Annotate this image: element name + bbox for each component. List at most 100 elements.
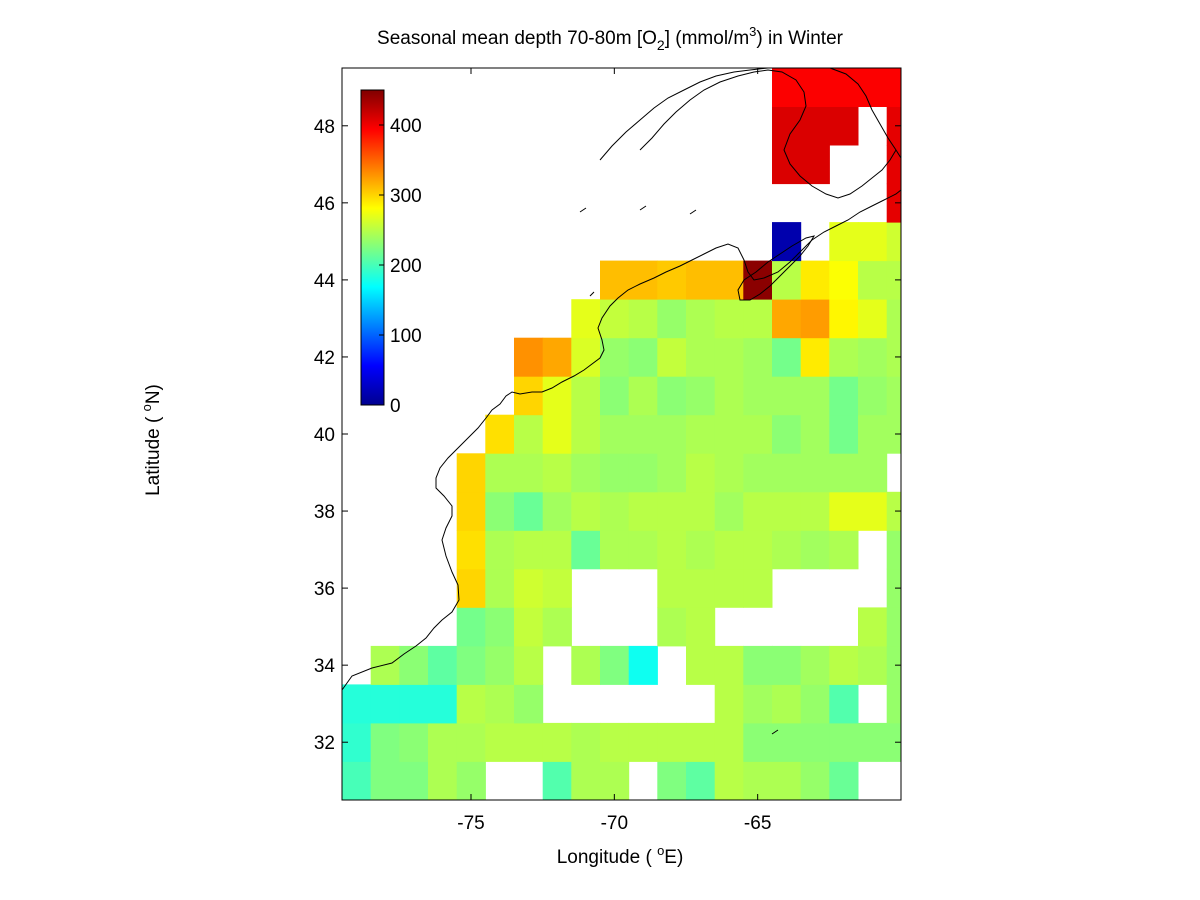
heatmap-cell [714,761,744,801]
heatmap-cell [714,722,744,762]
heatmap-cell [600,260,630,300]
heatmap-cell [456,684,486,724]
heatmap-cell [542,337,572,377]
heatmap-cell [485,722,515,762]
heatmap-cell [800,491,830,531]
heatmap-cell [485,645,515,685]
heatmap-cell [514,376,544,416]
heatmap-cell [886,684,902,724]
heatmap-cell [772,453,802,493]
heatmap-cell [542,722,572,762]
heatmap-cell [485,491,515,531]
heatmap-cell [600,414,630,454]
heatmap-cell [800,376,830,416]
heatmap-cell [399,684,429,724]
heatmap-cell [829,260,859,300]
heatmap-cell [829,761,859,801]
heatmap-cell [657,530,687,570]
heatmap-cell [829,68,859,107]
heatmap-cell [886,145,902,185]
heatmap-cell [542,491,572,531]
heatmap-cell [428,645,458,685]
heatmap-cell [514,568,544,608]
heatmap-cell [542,414,572,454]
heatmap-cell [800,684,830,724]
heatmap-cell [743,722,773,762]
heatmap-cell [514,684,544,724]
heatmap-cell [772,145,802,185]
heatmap-cell [628,722,658,762]
heatmap-cell [858,414,888,454]
heatmap-cell [657,453,687,493]
heatmap-cell [686,530,716,570]
heatmap-cell [858,376,888,416]
heatmap-cell [858,607,888,647]
y-tick-label: 44 [314,271,336,292]
heatmap-cell [772,68,802,107]
heatmap-cell [743,491,773,531]
heatmap-cell [714,337,744,377]
heatmap-cell [772,414,802,454]
heatmap-cell [714,376,744,416]
heatmap-cell [886,414,902,454]
heatmap-cell [571,453,601,493]
heatmap-cell [571,722,601,762]
heatmap-cell [886,645,902,685]
x-tick-label: -75 [457,813,484,834]
heatmap-cell [886,376,902,416]
heatmap-cell [571,530,601,570]
colorbar-ticks: 0 100 200 300 400 [379,116,422,417]
heatmap-cell [571,376,601,416]
heatmap-cell [657,260,687,300]
heatmap-cell [485,414,515,454]
coastline-islands [579,205,779,735]
heatmap-cell [886,106,902,146]
heatmap-cell [628,299,658,339]
y-tick-label: 42 [314,348,335,369]
heatmap-cell [657,414,687,454]
heatmap-cell [514,491,544,531]
heatmap-cell [600,376,630,416]
heatmap-cell [800,337,830,377]
heatmap-cell [657,722,687,762]
heatmap-cell [800,106,830,146]
y-tick-label: 38 [314,502,335,523]
heatmap-cell [886,568,902,608]
heatmap-cell [542,761,572,801]
heatmap-cell [399,761,429,801]
heatmap-cell [628,260,658,300]
heatmap-cell [800,722,830,762]
y-tick-label: 40 [314,425,335,446]
heatmap-cell [514,607,544,647]
heatmap-cell [800,299,830,339]
coastline-st-lawrence-north [599,67,769,161]
heatmap-cell [886,299,902,339]
heatmap-cell [886,183,902,223]
coastline-nova-scotia [737,235,816,301]
colorbar: 0 100 200 300 400 [360,89,422,417]
heatmap-cell [485,530,515,570]
heatmap-cell [886,68,902,107]
heatmap-cell [858,645,888,685]
heatmap-cell [686,299,716,339]
heatmap-cell [657,568,687,608]
heatmap-cell [600,299,630,339]
heatmap-cell [542,453,572,493]
heatmap-cell [600,453,630,493]
heatmap-cell [657,299,687,339]
heatmap-cell [886,607,902,647]
heatmap-cell [800,453,830,493]
heatmap-cell [456,607,486,647]
heatmap-cell [800,260,830,300]
coastline [341,67,902,735]
heatmap-cell [514,337,544,377]
heatmap-cell [829,414,859,454]
heatmap-cell [456,722,486,762]
heatmap-cell [714,684,744,724]
heatmap-cell [370,645,400,685]
heatmap-cell [686,453,716,493]
heatmap-cell [743,568,773,608]
x-tick-label: -70 [601,813,628,834]
colorbar-tick-label: 300 [390,186,422,207]
heatmap-cell [858,491,888,531]
